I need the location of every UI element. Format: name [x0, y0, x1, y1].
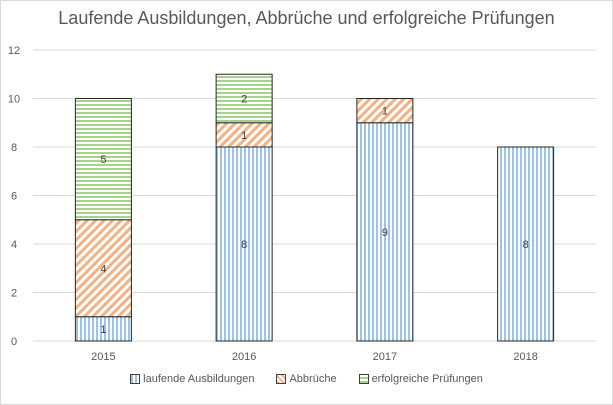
data-label: 4: [100, 263, 106, 275]
y-tick-label: 12: [8, 45, 20, 57]
x-tick-label: 2017: [373, 351, 397, 363]
bar-segment: [74, 316, 132, 342]
data-label: 1: [382, 106, 388, 118]
bar-segment: [215, 122, 273, 148]
bar-segment: [215, 146, 273, 342]
bar-segment: [356, 122, 414, 342]
y-tick-label: 0: [11, 336, 17, 348]
data-label: 1: [100, 324, 106, 336]
x-tick-label: 2018: [513, 351, 537, 363]
x-tick-label: 2015: [91, 351, 115, 363]
legend-label: laufende Ausbildungen: [143, 373, 255, 385]
legend-item: laufende Ausbildungen: [130, 373, 254, 385]
y-tick-label: 2: [11, 288, 17, 300]
bar-segment: [74, 98, 132, 221]
data-label: 8: [523, 239, 529, 251]
x-tick-label: 2016: [232, 351, 256, 363]
legend-item: erfolgreiche Prüfungen: [358, 373, 483, 385]
legend-swatch: [130, 374, 141, 384]
chart-title: Laufende Ausbildungen, Abbrüche und erfo…: [58, 8, 555, 28]
data-label: 8: [241, 239, 247, 251]
legend: laufende Ausbildungen Abbrüche erfolgreich…: [0, 373, 613, 385]
bar-segment: [74, 219, 132, 318]
bar-segment: [356, 98, 414, 124]
data-label: 1: [241, 130, 247, 142]
legend-label: Abbrüche: [289, 373, 337, 385]
y-tick-label: 8: [11, 142, 17, 154]
data-label: 5: [100, 154, 106, 166]
legend-swatch: [358, 374, 369, 384]
y-tick-label: 6: [11, 191, 17, 203]
bar-segment: [497, 146, 555, 342]
y-tick-label: 10: [8, 94, 20, 106]
legend-label: erfolgreiche Prüfungen: [371, 373, 483, 385]
bar-segment: [215, 73, 273, 124]
legend-item: Abbrüche: [276, 373, 337, 385]
legend-swatch: [276, 374, 287, 384]
data-label: 2: [241, 94, 247, 106]
y-tick-label: 4: [11, 239, 17, 251]
data-label: 9: [382, 227, 388, 239]
